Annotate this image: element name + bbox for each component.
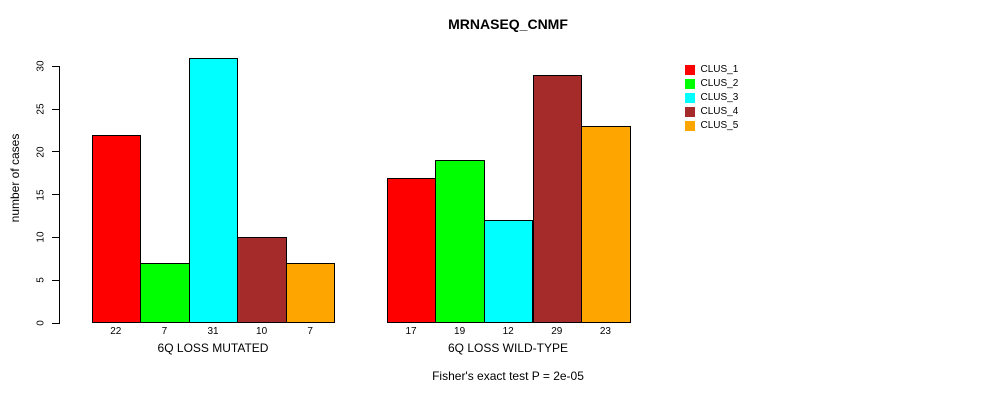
fisher-test-caption: Fisher's exact test P = 2e-05 <box>432 369 584 383</box>
bar-value-label: 19 <box>454 325 466 337</box>
group-label-mutated: 6Q LOSS MUTATED <box>157 341 269 355</box>
bar-value-label: 7 <box>161 325 168 337</box>
bar-CLUS_3-group1 <box>188 57 239 323</box>
legend-label: CLUS_4 <box>700 106 739 117</box>
bar-value-label: 10 <box>256 325 268 337</box>
y-tick <box>52 108 59 110</box>
legend-swatch-CLUS_5 <box>685 121 695 131</box>
y-tick <box>52 322 59 324</box>
bar-value-label: 7 <box>307 325 313 337</box>
bar-CLUS_3-group2 <box>483 220 534 323</box>
y-tick-label: 0 <box>35 320 47 326</box>
y-tick-label: 15 <box>35 189 47 201</box>
bar-CLUS_2-group2 <box>435 160 485 323</box>
bar-CLUS_5-group2 <box>581 126 631 323</box>
bar-value-label: 29 <box>551 325 563 337</box>
bar-CLUS_1-group1 <box>91 134 142 323</box>
y-tick-label: 25 <box>35 103 47 115</box>
bar-CLUS_2-group1 <box>140 263 190 323</box>
y-tick <box>52 65 59 67</box>
bar-value-label: 12 <box>502 325 514 337</box>
legend-swatch-CLUS_3 <box>685 93 695 103</box>
y-tick <box>52 236 59 238</box>
y-axis-line <box>59 66 60 324</box>
bar-CLUS_4-group2 <box>532 74 583 323</box>
legend-label: CLUS_5 <box>700 120 739 131</box>
bar-value-label: 17 <box>405 325 417 337</box>
bar-CLUS_1-group2 <box>386 177 437 323</box>
group-label-wild-type: 6Q LOSS WILD-TYPE <box>447 341 569 355</box>
chart-title: MRNASEQ_CNMF <box>448 16 568 32</box>
y-tick-label: 30 <box>35 60 47 72</box>
y-axis-label: number of cases <box>8 133 22 223</box>
legend-label: CLUS_1 <box>700 64 739 75</box>
bar-value-label: 31 <box>207 325 219 337</box>
bar-CLUS_4-group1 <box>237 237 287 323</box>
y-tick-label: 20 <box>35 146 47 158</box>
legend-label: CLUS_2 <box>700 78 739 89</box>
legend-swatch-CLUS_1 <box>685 65 695 75</box>
bar-CLUS_5-group1 <box>285 263 336 323</box>
y-tick <box>52 279 59 281</box>
y-tick <box>52 194 59 196</box>
bar-value-label: 23 <box>599 325 611 337</box>
legend-label: CLUS_3 <box>700 92 739 103</box>
y-tick <box>52 151 59 153</box>
legend-swatch-CLUS_2 <box>685 79 695 89</box>
y-tick-label: 5 <box>35 277 47 283</box>
legend-swatch-CLUS_4 <box>685 107 695 117</box>
y-tick-label: 10 <box>35 231 47 243</box>
bar-value-label: 22 <box>110 325 122 337</box>
